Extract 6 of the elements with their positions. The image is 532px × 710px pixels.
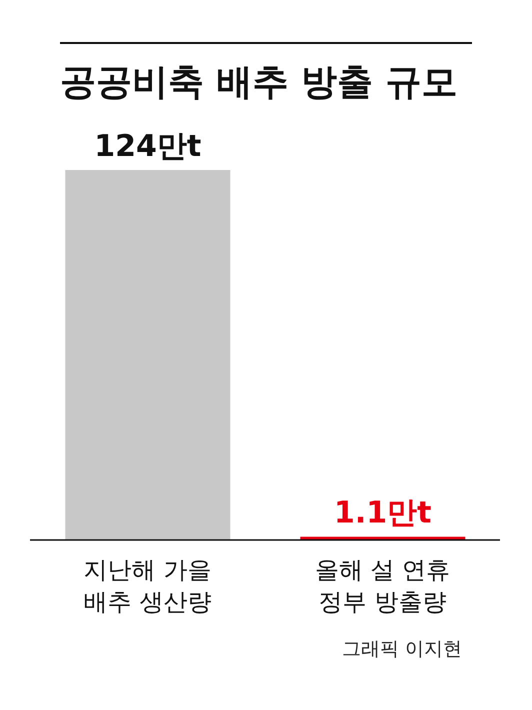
chart-title: 공공비축 배추 방출 규모: [60, 61, 458, 105]
text: 그래픽 이지현: [342, 637, 462, 662]
data-label: 1.1만t: [334, 496, 432, 531]
x-tick-label: 지난해 가을 배추 생산량: [84, 556, 212, 616]
data-label: 124만t: [94, 129, 202, 164]
x-tick-label: 올해 설 연휴 정부 방출량: [314, 556, 450, 616]
